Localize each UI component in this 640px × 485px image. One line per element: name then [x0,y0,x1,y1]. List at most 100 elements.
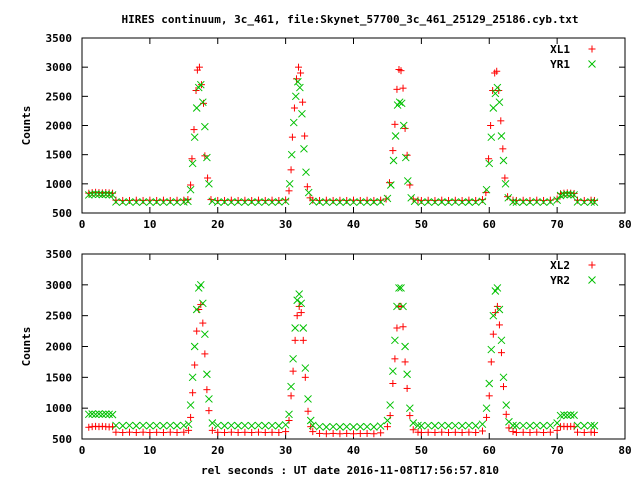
data-point [282,428,290,436]
data-point [291,324,299,332]
data-point [95,410,103,418]
data-point [173,421,181,430]
data-point [491,309,499,317]
data-point [403,151,411,159]
data-point [126,196,134,204]
data-point [292,75,300,83]
data-point [285,417,293,424]
data-point [383,416,392,425]
data-point [329,429,337,437]
data-point [437,198,446,206]
data-point [187,181,195,189]
data-point [485,155,493,163]
data-point [297,69,305,77]
x-tick-label: 50 [415,218,428,231]
data-point [505,424,513,432]
data-point [409,426,417,434]
data-point [363,198,371,207]
data-point [386,181,395,189]
data-point [590,198,599,207]
data-point [254,428,262,436]
data-point [349,198,358,207]
data-point [342,198,351,206]
data-point [221,196,229,204]
data-point [356,196,364,204]
data-point [186,185,195,194]
data-point [190,133,199,142]
data-point [495,305,504,314]
data-point [546,421,555,430]
data-point [580,421,589,430]
x-axis-label: rel seconds : UT date 2016-11-08T17:56:5… [201,464,499,477]
data-point [197,301,205,309]
data-point [363,422,371,431]
data-point [356,422,365,431]
data-point [472,429,480,437]
data-point [363,429,371,437]
data-point [458,421,466,430]
data-point [275,429,283,437]
data-point [234,196,242,204]
plot-panel-2: 0 10 20 30 40 50 60 70 80 500 1000 1500 2000 2500 3000… [20,248,632,457]
data-point [403,177,412,185]
data-point [478,420,487,429]
data-point [221,429,229,437]
data-point [389,147,397,155]
data-point [159,421,168,430]
data-point [187,413,195,421]
data-point [295,302,303,310]
data-point [166,198,175,206]
data-point [497,117,505,125]
data-point [451,421,460,430]
series-XL2 [85,301,598,438]
data-point [485,159,494,168]
data-point [519,421,528,430]
data-point [478,427,486,435]
data-point [451,196,459,204]
x-tick-label: 50 [415,444,428,457]
data-point [410,197,419,206]
data-point [173,198,181,207]
data-point [315,198,324,206]
data-point [471,198,480,207]
data-point [285,179,294,188]
data-point [308,197,317,206]
data-point [213,198,222,207]
data-point [146,429,154,437]
data-point [458,429,466,437]
chart-title: HIRES continuum, 3c_461, file:Skynet_577… [122,13,579,26]
plot-frame [81,37,626,214]
data-point [329,198,337,206]
data-point [499,145,507,153]
data-point [287,166,295,174]
data-point [519,428,527,436]
data-point [84,410,93,419]
data-point [108,410,117,419]
data-point [132,421,141,430]
data-point [563,190,572,199]
data-point [186,401,195,409]
data-point [509,421,517,430]
data-point [108,191,117,199]
data-point [139,421,147,430]
data-point [391,355,399,363]
data-point [393,85,401,93]
data-point [184,420,193,429]
data-point [349,423,358,431]
data-point [526,429,534,437]
data-point [254,421,263,430]
y-tick-label: 1500 [46,149,73,162]
data-point [201,330,209,339]
x-tick-label: 10 [143,444,156,457]
data-point [285,410,293,419]
x-tick-label: 80 [618,218,631,231]
data-point [370,430,378,438]
data-point [417,429,425,437]
data-point [478,197,487,206]
data-point [261,429,269,437]
data-point [587,198,595,206]
data-point [159,198,168,207]
data-point [493,302,501,310]
data-point [95,190,103,199]
data-point [195,63,203,71]
